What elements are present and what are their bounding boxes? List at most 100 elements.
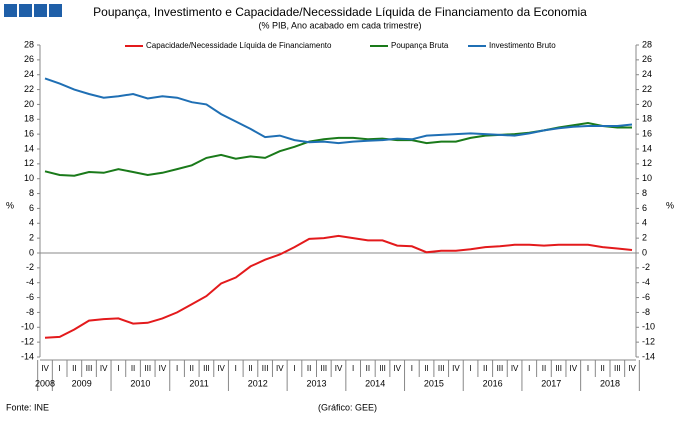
x-tick-label: IV <box>393 364 401 373</box>
y2-axis-label: % <box>666 200 674 210</box>
x-tick-label: I <box>528 364 530 373</box>
x-tick-label: II <box>307 364 311 373</box>
x-tick-label: I <box>176 364 178 373</box>
y-tick-label: -12 <box>21 337 34 347</box>
x-tick-label: IV <box>628 364 636 373</box>
y-tick-label: 10 <box>24 173 34 183</box>
y-tick-label: -10 <box>21 322 34 332</box>
x-tick-label: III <box>379 364 386 373</box>
x-tick-label: III <box>203 364 210 373</box>
chart-subtitle: (% PIB, Ano acabado em cada trimestre) <box>258 20 421 30</box>
x-tick-label: I <box>293 364 295 373</box>
x-tick-label: I <box>469 364 471 373</box>
x-tick-label: IV <box>276 364 284 373</box>
y-tick-label: 16 <box>24 129 34 139</box>
y2-tick-label: 10 <box>642 173 652 183</box>
y2-tick-label: 22 <box>642 84 652 94</box>
y2-tick-label: 16 <box>642 129 652 139</box>
y-tick-label: 12 <box>24 158 34 168</box>
y2-tick-label: -4 <box>642 277 650 287</box>
y2-tick-label: 20 <box>642 99 652 109</box>
x-tick-label: IV <box>452 364 460 373</box>
x-tick-label: II <box>248 364 252 373</box>
x-tick-label: I <box>235 364 237 373</box>
y-axis-label: % <box>6 200 14 210</box>
x-tick-label: II <box>483 364 487 373</box>
chart-title: Poupança, Investimento e Capacidade/Nece… <box>93 5 587 19</box>
y2-tick-label: 28 <box>642 39 652 49</box>
x-tick-label: III <box>438 364 445 373</box>
x-tick-label: IV <box>159 364 167 373</box>
logo-square <box>49 4 62 17</box>
y-tick-label: 28 <box>24 39 34 49</box>
x-tick-label: II <box>600 364 604 373</box>
x-tick-label: I <box>117 364 119 373</box>
y-tick-label: 22 <box>24 84 34 94</box>
logo-square <box>34 4 47 17</box>
x-tick-label: II <box>542 364 546 373</box>
x-tick-label: IV <box>100 364 108 373</box>
year-label: 2011 <box>189 378 208 388</box>
credit: (Gráfico: GEE) <box>318 402 377 412</box>
x-tick-label: III <box>86 364 93 373</box>
x-tick-label: IV <box>41 364 49 373</box>
y-tick-label: 14 <box>24 143 34 153</box>
year-label: 2016 <box>483 378 503 388</box>
y2-tick-label: 14 <box>642 143 652 153</box>
y-tick-label: 2 <box>29 233 34 243</box>
y2-tick-label: 2 <box>642 233 647 243</box>
year-label: 2015 <box>424 378 444 388</box>
x-tick-label: IV <box>335 364 343 373</box>
year-label: 2014 <box>365 378 385 388</box>
x-tick-label: III <box>144 364 151 373</box>
y-tick-label: 0 <box>29 247 34 257</box>
year-label: 2009 <box>72 378 92 388</box>
x-tick-label: I <box>411 364 413 373</box>
y-tick-label: 20 <box>24 99 34 109</box>
y-tick-label: 18 <box>24 114 34 124</box>
x-tick-label: IV <box>217 364 225 373</box>
x-tick-label: IV <box>570 364 578 373</box>
y2-tick-label: -12 <box>642 337 655 347</box>
series-line <box>44 77 633 145</box>
y2-tick-label: -8 <box>642 307 650 317</box>
y2-tick-label: 24 <box>642 69 652 79</box>
x-tick-label: I <box>59 364 61 373</box>
x-tick-label: II <box>366 364 370 373</box>
source: Fonte: INE <box>6 402 49 412</box>
y-tick-label: 4 <box>29 218 34 228</box>
y-tick-label: -4 <box>26 277 34 287</box>
y-tick-label: -2 <box>26 262 34 272</box>
y2-tick-label: 4 <box>642 218 647 228</box>
legend-label: Poupança Bruta <box>391 41 449 50</box>
legend-label: Capacidade/Necessidade Líquida de Financ… <box>146 41 332 50</box>
y2-tick-label: 26 <box>642 54 652 64</box>
logo-square <box>4 4 17 17</box>
y2-tick-label: -10 <box>642 322 655 332</box>
year-label: 2013 <box>306 378 326 388</box>
x-tick-label: III <box>614 364 621 373</box>
x-tick-label: III <box>320 364 327 373</box>
x-tick-label: II <box>131 364 135 373</box>
year-label: 2017 <box>541 378 561 388</box>
x-tick-label: I <box>352 364 354 373</box>
y-tick-label: 6 <box>29 203 34 213</box>
x-tick-label: II <box>424 364 428 373</box>
year-label: 2018 <box>600 378 620 388</box>
y2-tick-label: -6 <box>642 292 650 302</box>
x-tick-label: II <box>72 364 76 373</box>
x-tick-label: IV <box>511 364 519 373</box>
x-tick-label: III <box>497 364 504 373</box>
x-tick-label: II <box>190 364 194 373</box>
y-tick-label: 8 <box>29 188 34 198</box>
y-tick-label: 24 <box>24 69 34 79</box>
x-tick-label: I <box>587 364 589 373</box>
year-label: 2010 <box>130 378 150 388</box>
series-line <box>44 234 633 339</box>
y-tick-label: -6 <box>26 292 34 302</box>
y2-tick-label: 8 <box>642 188 647 198</box>
y2-tick-label: -2 <box>642 262 650 272</box>
logo-square <box>19 4 32 17</box>
y2-tick-label: -14 <box>642 351 655 361</box>
